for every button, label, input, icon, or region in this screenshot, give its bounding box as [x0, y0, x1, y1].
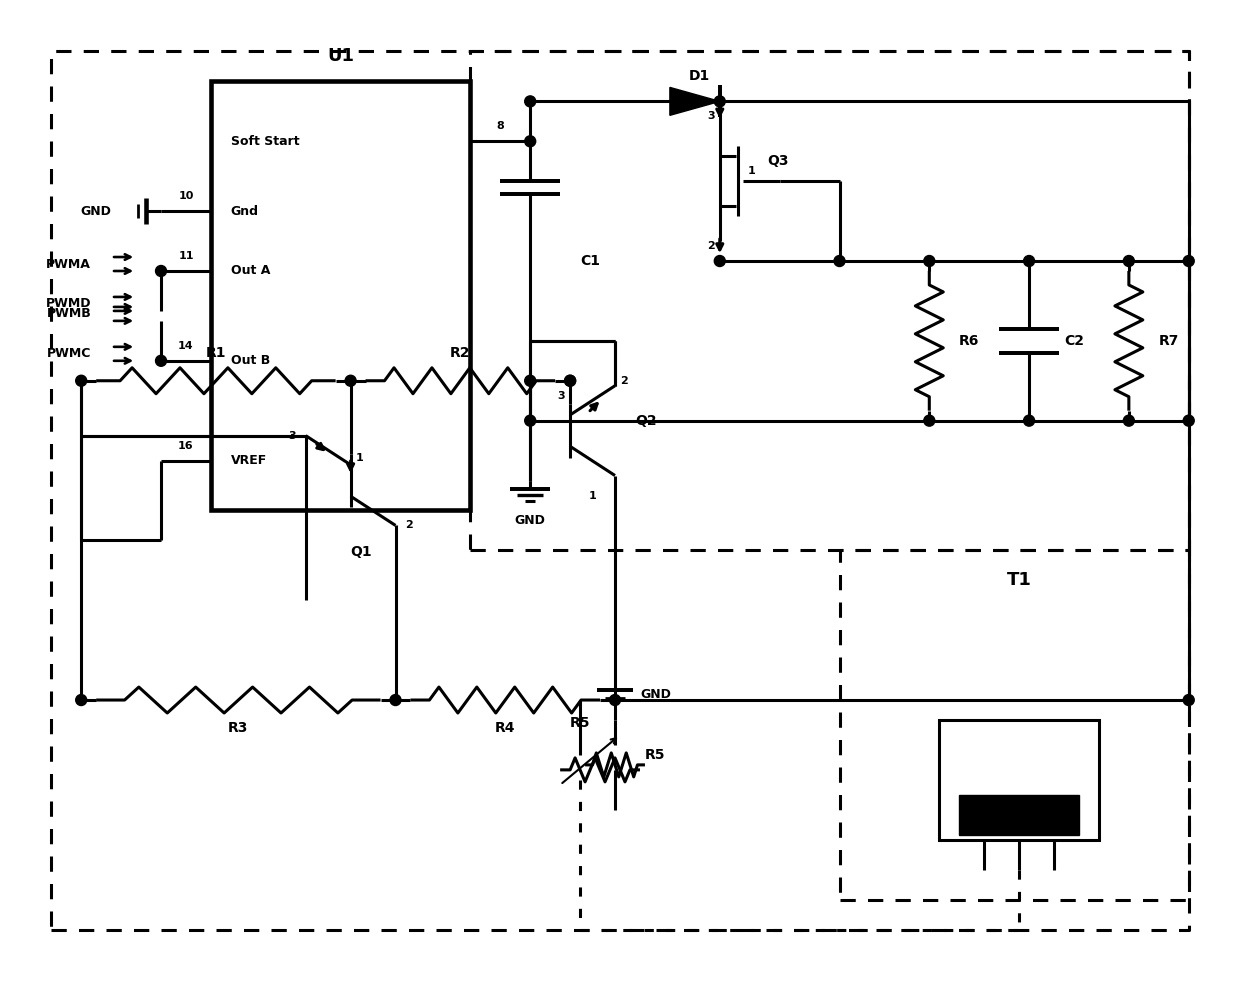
Circle shape — [1023, 255, 1034, 267]
Text: U1: U1 — [327, 47, 355, 66]
Text: GND: GND — [515, 514, 546, 527]
Text: 3: 3 — [288, 431, 295, 440]
Text: Soft Start: Soft Start — [231, 134, 300, 148]
Text: T1: T1 — [1007, 571, 1032, 590]
Text: R5: R5 — [570, 716, 590, 730]
Text: VREF: VREF — [231, 454, 267, 467]
Circle shape — [564, 376, 575, 387]
Text: PWMA: PWMA — [46, 257, 92, 271]
Circle shape — [714, 96, 725, 107]
Text: 1: 1 — [356, 453, 363, 463]
Text: Out A: Out A — [231, 265, 270, 278]
Text: 3: 3 — [707, 112, 714, 122]
Bar — [960, 795, 1079, 835]
Text: 16: 16 — [179, 440, 193, 450]
Circle shape — [525, 96, 536, 107]
Text: R1: R1 — [206, 346, 226, 360]
Circle shape — [345, 376, 356, 387]
Circle shape — [391, 695, 401, 705]
Text: 1: 1 — [589, 490, 596, 500]
Text: 8: 8 — [496, 122, 505, 131]
Text: PWMD: PWMD — [46, 297, 92, 310]
Text: 3: 3 — [558, 390, 565, 400]
Circle shape — [1183, 695, 1194, 705]
Circle shape — [155, 266, 166, 277]
Text: 1: 1 — [748, 166, 755, 177]
Circle shape — [525, 376, 536, 387]
Circle shape — [610, 695, 620, 705]
Text: R4: R4 — [495, 721, 516, 735]
Text: 2: 2 — [707, 241, 714, 251]
Circle shape — [155, 355, 166, 366]
Circle shape — [525, 415, 536, 426]
Bar — [939, 720, 1099, 840]
Text: R5: R5 — [645, 748, 666, 762]
Polygon shape — [670, 87, 719, 116]
Circle shape — [1123, 415, 1135, 426]
Text: 10: 10 — [179, 191, 193, 201]
Circle shape — [525, 135, 536, 147]
Text: R2: R2 — [450, 346, 471, 360]
Circle shape — [76, 695, 87, 705]
Circle shape — [835, 255, 844, 267]
Text: Q1: Q1 — [350, 545, 372, 559]
Text: D1: D1 — [689, 70, 711, 83]
Circle shape — [76, 376, 87, 387]
Text: C2: C2 — [1064, 334, 1084, 348]
Text: 14: 14 — [179, 340, 193, 351]
Circle shape — [924, 415, 935, 426]
Circle shape — [564, 376, 575, 387]
Circle shape — [1123, 255, 1135, 267]
Text: Out B: Out B — [231, 354, 270, 367]
Text: PWMB: PWMB — [46, 307, 92, 321]
Text: R6: R6 — [960, 334, 980, 348]
Text: GND: GND — [640, 688, 671, 700]
Circle shape — [714, 255, 725, 267]
Text: 11: 11 — [179, 251, 193, 261]
Text: R7: R7 — [1159, 334, 1179, 348]
Circle shape — [1183, 415, 1194, 426]
Circle shape — [924, 255, 935, 267]
Bar — [211, 81, 470, 510]
Circle shape — [1183, 255, 1194, 267]
Text: PWMC: PWMC — [47, 347, 92, 360]
Text: Gnd: Gnd — [231, 205, 259, 218]
Text: 2: 2 — [620, 376, 627, 386]
Text: Q3: Q3 — [768, 154, 789, 168]
Circle shape — [1023, 415, 1034, 426]
Text: GND: GND — [81, 205, 112, 218]
Text: 2: 2 — [405, 521, 413, 531]
Text: R3: R3 — [228, 721, 248, 735]
Text: C1: C1 — [580, 254, 600, 268]
Text: Q2: Q2 — [635, 414, 657, 428]
